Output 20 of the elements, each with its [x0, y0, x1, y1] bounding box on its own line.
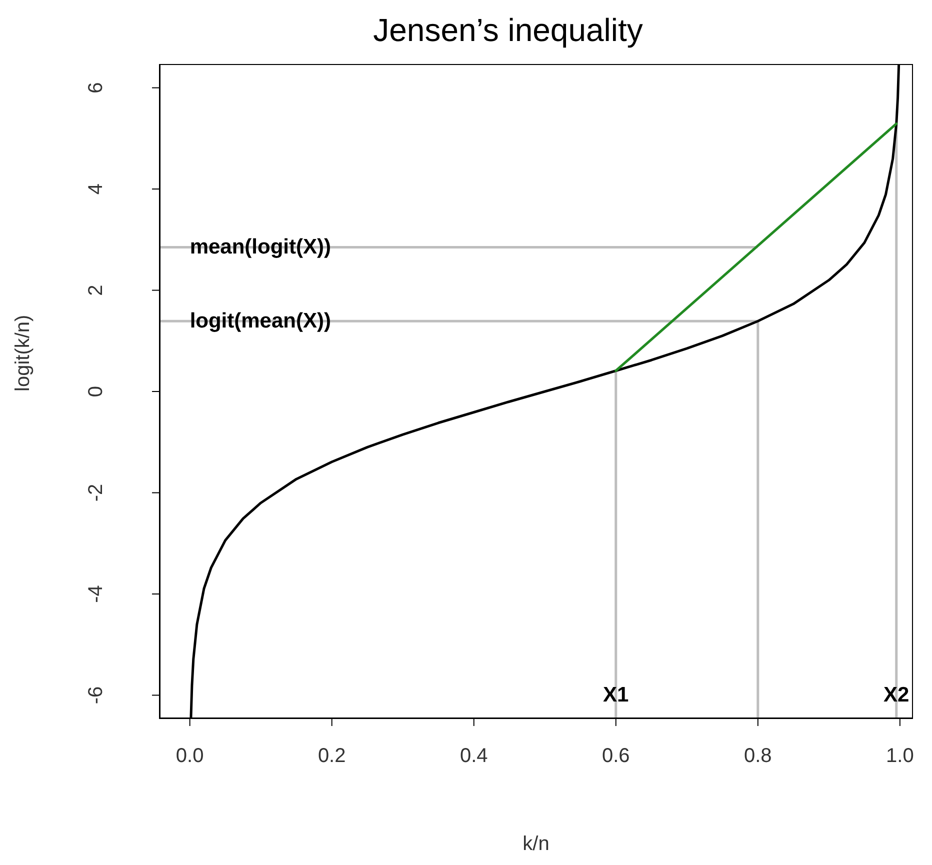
y-tick-label: 4: [85, 183, 107, 195]
annotation: X2: [884, 684, 910, 707]
annotation: logit(mean(X)): [190, 310, 331, 333]
y-tick-label: 2: [85, 284, 107, 296]
y-tick-label: 0: [85, 386, 107, 398]
x-tick-label: 0.4: [460, 745, 488, 768]
x-tick-label: 0.8: [744, 745, 772, 768]
x-tick-label: 0.2: [318, 745, 346, 768]
y-axis-title: logit(k/n): [12, 314, 34, 392]
annotation: X1: [603, 684, 630, 707]
x-tick-label: 1.0: [886, 745, 914, 768]
y-tick-label: -4: [85, 585, 107, 603]
y-tick-label: -2: [85, 484, 107, 502]
chart-title: Jensen’s inequality: [372, 12, 644, 49]
x-tick-label: 0.6: [602, 745, 630, 768]
y-tick-label: -6: [85, 686, 107, 704]
y-tick-label: 6: [85, 82, 107, 94]
x-tick-label: 0.0: [176, 745, 204, 768]
x-axis-title: k/n: [522, 833, 550, 856]
annotation: mean(logit(X)): [190, 236, 331, 259]
